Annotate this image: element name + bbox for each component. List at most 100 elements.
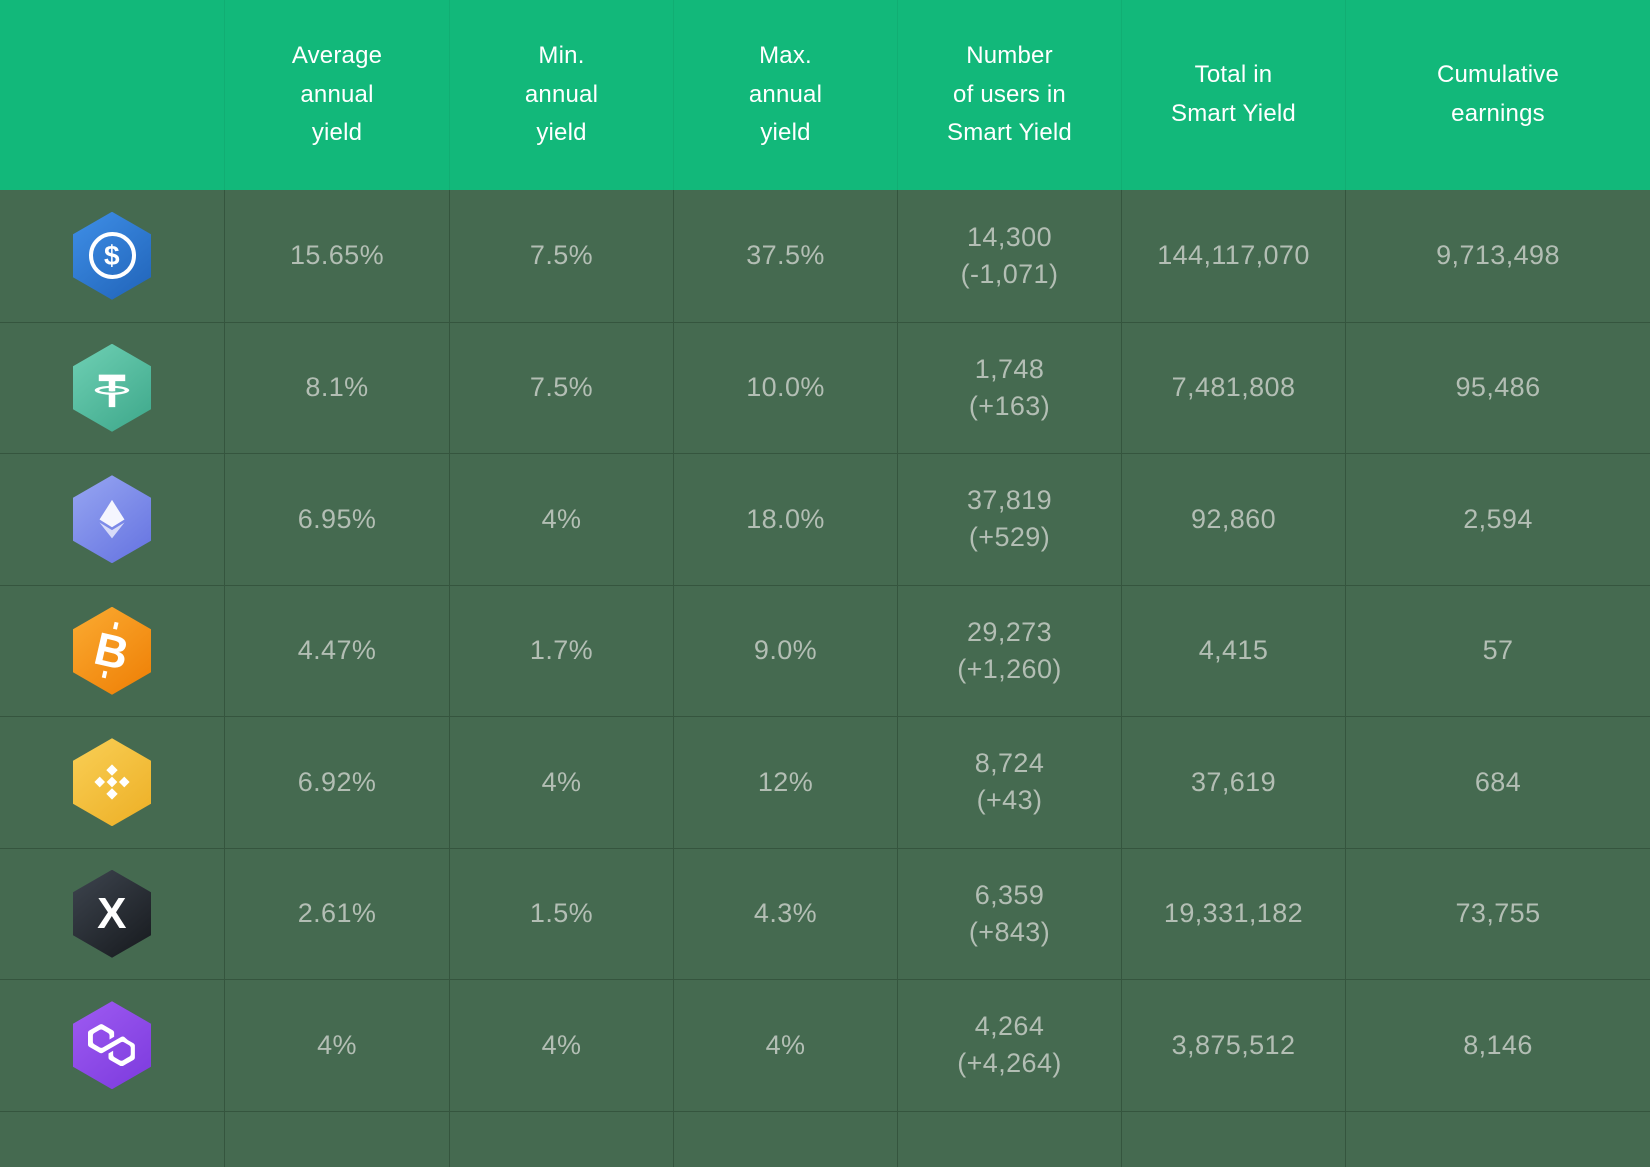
ethereum-coin-icon [73, 475, 151, 564]
users-count: 8,724 [974, 748, 1045, 778]
usdc-users-cell: 14,300 (-1,071) [897, 190, 1121, 322]
column-header-average-annual-yield: Average annual yield [224, 0, 449, 190]
bnb-average-yield-cell: 6.92% [224, 717, 449, 848]
matic-cumulative-earnings-cell: 8,146 [1345, 980, 1650, 1111]
partial-row-cell [673, 1111, 897, 1167]
bnb-min-yield-cell: 4% [449, 717, 673, 848]
btc-total-in-smart-yield-cell: 4,415 [1121, 585, 1345, 716]
bnb-max-yield-cell: 12% [673, 717, 897, 848]
users-delta: (+4,264) [957, 1048, 1062, 1079]
dollar-symbol: $ [88, 232, 136, 280]
partial-row-cell [1345, 1111, 1650, 1167]
eth-average-yield-cell: 6.95% [224, 454, 449, 585]
table-row-usdc: $15.65% 7.5% 37.5% 14,300 (-1,071) 144,117,07… [0, 190, 1650, 322]
polygon-symbol [88, 1024, 135, 1067]
bitcoin-coin-icon: B [73, 606, 151, 695]
eth-max-yield-cell: 18.0% [673, 454, 897, 585]
column-header-min-annual-yield: Min. annual yield [449, 0, 673, 190]
xrp-max-yield-cell: 4.3% [673, 848, 897, 979]
usdc-coin-icon: $ [73, 211, 151, 300]
partial-row [0, 1110, 1650, 1167]
users-count: 37,819 [967, 485, 1052, 515]
bnb-icon-cell [0, 717, 224, 848]
table-body: $15.65% 7.5% 37.5% 14,300 (-1,071) 144,117,07… [0, 190, 1650, 1111]
table-header-row: Average annual yield Min. annual yield M… [0, 0, 1650, 190]
eth-users-cell: 37,819 (+529) [897, 454, 1121, 585]
users-delta: (-1,071) [960, 258, 1059, 289]
partial-row-cell [897, 1111, 1121, 1167]
eth-cumulative-earnings-cell: 2,594 [1345, 454, 1650, 585]
column-header-total-in-smart-yield: Total in Smart Yield [1121, 0, 1345, 190]
usdc-icon-cell: $ [0, 190, 224, 322]
partial-row-cell [0, 1112, 224, 1167]
xrp-users-cell: 6,359 (+843) [897, 848, 1121, 979]
column-header-users-in-smart-yield: Number of users in Smart Yield [897, 0, 1121, 190]
bnb-coin-icon [73, 738, 151, 827]
users-delta: (+43) [976, 785, 1043, 816]
xrp-cumulative-earnings-cell: 73,755 [1345, 848, 1650, 979]
bnb-users-cell: 8,724 (+43) [897, 717, 1121, 848]
tether-symbol [94, 374, 130, 407]
users-count: 1,748 [974, 353, 1045, 384]
users-delta: (+1,260) [957, 653, 1062, 684]
bnb-symbol [94, 764, 130, 800]
partial-row-cell [1121, 1111, 1345, 1167]
xrp-min-yield-cell: 1.5% [449, 848, 673, 979]
usdc-min-yield-cell: 7.5% [449, 190, 673, 322]
column-header-cumulative-earnings: Cumulative earnings [1345, 0, 1650, 190]
ethereum-symbol [99, 500, 125, 539]
table-row-xrp: X 2.61% 1.5% 4.3% 6,359 (+843) 19,331,182 73,75… [0, 847, 1650, 980]
matic-min-yield-cell: 4% [449, 980, 673, 1111]
usdt-max-yield-cell: 10.0% [673, 322, 897, 453]
usdt-total-in-smart-yield-cell: 7,481,808 [1121, 322, 1345, 453]
users-delta: (+529) [968, 522, 1051, 553]
matic-max-yield-cell: 4% [673, 980, 897, 1111]
btc-icon-cell: B [0, 586, 224, 717]
table-row-matic: 4% 4% 4% 4,264 (+4,264) 3,875,512 8,146 [0, 979, 1650, 1111]
bitcoin-symbol: B [89, 621, 135, 680]
table-row-eth: 6.95% 4% 18.0% 37,819 (+529) 92,860 2,594 [0, 453, 1650, 585]
table-row-btc: B 4.47% 1.7% 9.0% 29,273 (+1,260) 4,415 57 [0, 584, 1650, 717]
column-header-max-annual-yield: Max. annual yield [673, 0, 897, 190]
xrp-total-in-smart-yield-cell: 19,331,182 [1121, 848, 1345, 979]
users-count: 29,273 [967, 616, 1052, 647]
bnb-total-in-smart-yield-cell: 37,619 [1121, 717, 1345, 848]
matic-average-yield-cell: 4% [224, 980, 449, 1111]
usdc-cumulative-earnings-cell: 9,713,498 [1345, 190, 1650, 322]
usdc-max-yield-cell: 37.5% [673, 190, 897, 322]
btc-average-yield-cell: 4.47% [224, 585, 449, 716]
usdt-icon-cell [0, 323, 224, 454]
eth-min-yield-cell: 4% [449, 454, 673, 585]
xrp-average-yield-cell: 2.61% [224, 848, 449, 979]
eth-total-in-smart-yield-cell: 92,860 [1121, 454, 1345, 585]
header-icon-column-spacer [0, 0, 224, 190]
tether-coin-icon [73, 343, 151, 432]
usdt-average-yield-cell: 8.1% [224, 322, 449, 453]
xrp-coin-icon: X [73, 869, 151, 958]
btc-cumulative-earnings-cell: 57 [1345, 585, 1650, 716]
btc-min-yield-cell: 1.7% [449, 585, 673, 716]
xrp-symbol: X [97, 888, 127, 938]
users-delta: (+843) [968, 916, 1051, 947]
polygon-coin-icon [73, 1001, 151, 1090]
partial-row-cell [449, 1111, 673, 1167]
users-count: 4,264 [974, 1011, 1045, 1041]
eth-icon-cell [0, 454, 224, 585]
btc-users-cell: 29,273 (+1,260) [897, 585, 1121, 716]
xrp-icon-cell: X [0, 849, 224, 980]
table-row-bnb: 6.92% 4% 12% 8,724 (+43) 37,619 684 [0, 716, 1650, 848]
users-delta: (+163) [968, 390, 1051, 421]
usdc-average-yield-cell: 15.65% [224, 190, 449, 322]
usdt-min-yield-cell: 7.5% [449, 322, 673, 453]
bnb-cumulative-earnings-cell: 684 [1345, 717, 1650, 848]
usdt-users-cell: 1,748 (+163) [897, 322, 1121, 453]
matic-total-in-smart-yield-cell: 3,875,512 [1121, 980, 1345, 1111]
users-count: 6,359 [974, 879, 1045, 910]
usdt-cumulative-earnings-cell: 95,486 [1345, 322, 1650, 453]
users-count: 14,300 [967, 221, 1052, 252]
table-row-usdt: 8.1% 7.5% 10.0% 1,748 (+163) 7,481,808 95,486 [0, 321, 1650, 454]
partial-row-cell [224, 1111, 449, 1167]
btc-max-yield-cell: 9.0% [673, 585, 897, 716]
matic-users-cell: 4,264 (+4,264) [897, 980, 1121, 1111]
